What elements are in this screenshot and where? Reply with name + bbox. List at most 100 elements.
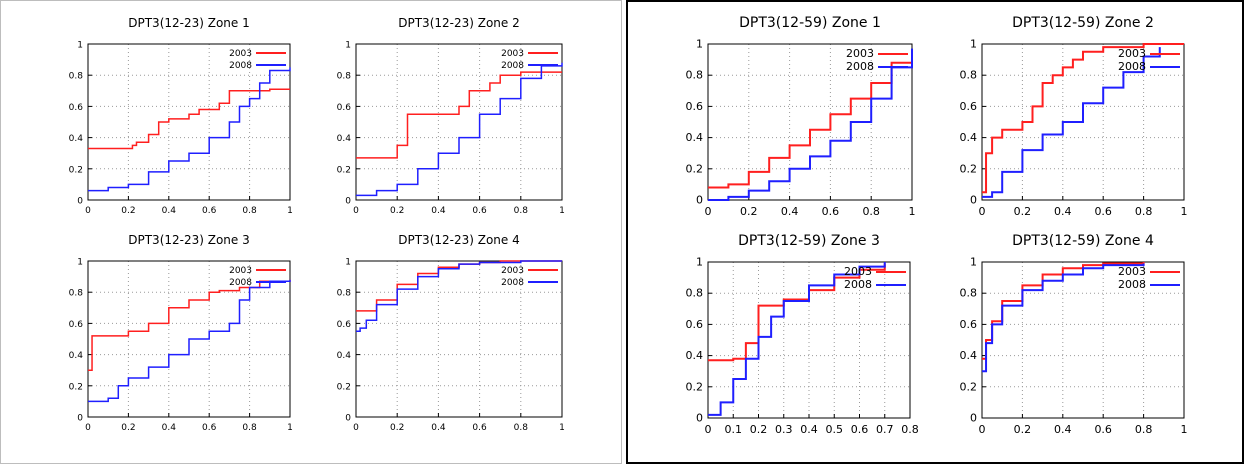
y-tick-label: 0 <box>345 197 351 207</box>
y-tick-label: 0.2 <box>337 165 351 175</box>
chart-title: DPT3(12-23) Zone 1 <box>128 16 250 30</box>
series-2003-line <box>708 56 913 189</box>
legend-label-2008: 2008 <box>501 61 524 71</box>
x-tick-label: 0.8 <box>1135 205 1153 218</box>
legend-label-2003: 2003 <box>1118 265 1146 278</box>
series-2003-line <box>88 279 291 371</box>
x-tick-label: 0.2 <box>1014 205 1032 218</box>
x-tick-label: 0.8 <box>862 205 880 218</box>
series-2008-line <box>708 262 886 416</box>
x-tick-label: 0 <box>353 423 359 433</box>
x-tick-label: 1 <box>559 423 565 433</box>
legend-label-2003: 2003 <box>844 265 872 278</box>
x-tick-label: 0 <box>705 205 712 218</box>
legend-label-2008: 2008 <box>501 278 524 288</box>
x-tick-label: 0.8 <box>514 423 529 433</box>
x-tick-label: 0.2 <box>121 206 135 216</box>
plot-frame <box>355 260 563 418</box>
y-tick-label: 0.6 <box>686 100 704 113</box>
y-tick-label: 0.8 <box>69 289 84 299</box>
x-tick-label: 0.8 <box>242 206 257 216</box>
x-tick-label: 0.6 <box>472 423 487 433</box>
x-tick-label: 0.6 <box>851 423 869 436</box>
x-tick-label: 0 <box>705 423 712 436</box>
x-tick-label: 0.2 <box>1014 423 1032 436</box>
y-tick-label: 0.6 <box>337 320 352 330</box>
y-tick-label: 0.6 <box>686 318 704 331</box>
y-tick-label: 0.8 <box>337 289 352 299</box>
plot-frame <box>707 43 913 201</box>
chart-title: DPT3(12-59) Zone 3 <box>738 233 880 249</box>
y-tick-label: 0.6 <box>960 100 978 113</box>
chart-title: DPT3(12-59) Zone 1 <box>739 15 881 31</box>
x-tick-label: 0.6 <box>202 423 217 433</box>
y-tick-label: 0.4 <box>686 349 704 362</box>
x-tick-label: 0.8 <box>242 423 257 433</box>
y-tick-label: 1 <box>696 38 703 51</box>
x-tick-label: 0.2 <box>390 206 404 216</box>
y-tick-label: 0 <box>696 194 703 207</box>
legend-label-2003: 2003 <box>846 47 874 60</box>
x-tick-label: 0 <box>979 423 986 436</box>
y-tick-label: 0.2 <box>337 382 351 392</box>
chart-7: 0 0.1 0.2 0.3 0.4 0.5 0.6 0.7 0.8 0 0.2 0.4 0.6 0.8 1 2… <box>686 233 919 436</box>
plot-frame <box>87 43 291 201</box>
y-tick-label: 0.8 <box>686 69 704 82</box>
legend-label-2003: 2003 <box>1118 47 1146 60</box>
x-tick-label: 0 <box>353 206 359 216</box>
plot-frame <box>981 261 1185 419</box>
x-tick-label: 0.4 <box>431 206 446 216</box>
x-tick-label: 0.4 <box>800 423 818 436</box>
chart-4: 0 0.2 0.4 0.6 0.8 1 0 0.2 0.4 0.6 0.8 1 2003 2008 DPT3… <box>337 233 565 433</box>
y-tick-label: 0.6 <box>960 318 978 331</box>
x-tick-label: 0 <box>979 205 986 218</box>
y-tick-label: 1 <box>970 256 977 269</box>
x-tick-label: 0.8 <box>1135 423 1153 436</box>
x-tick-label: 0.4 <box>162 206 177 216</box>
left-figure-panel <box>0 0 622 464</box>
x-tick-label: 0.2 <box>740 205 758 218</box>
x-tick-label: 0.4 <box>431 423 446 433</box>
x-tick-label: 1 <box>287 423 293 433</box>
y-tick-label: 0.2 <box>69 382 83 392</box>
y-tick-label: 0.8 <box>337 72 352 82</box>
legend-label-2003: 2003 <box>501 49 524 59</box>
x-tick-label: 1 <box>909 205 916 218</box>
series-2003-line <box>356 71 562 159</box>
y-tick-label: 0.4 <box>960 131 978 144</box>
x-tick-label: 0.6 <box>1094 205 1112 218</box>
series-2008-line <box>88 67 291 192</box>
x-tick-label: 0.2 <box>121 423 135 433</box>
series-2008-line <box>708 48 913 201</box>
chart-title: DPT3(12-23) Zone 2 <box>398 16 520 30</box>
x-tick-label: 0.7 <box>876 423 894 436</box>
y-tick-label: 1 <box>970 38 977 51</box>
series-2008-line <box>982 47 1161 198</box>
y-tick-label: 0 <box>696 412 703 425</box>
legend-label-2003: 2003 <box>229 49 252 59</box>
x-tick-label: 0.4 <box>1054 205 1072 218</box>
chart-title: DPT3(12-23) Zone 3 <box>128 233 250 247</box>
x-tick-label: 1 <box>1181 205 1188 218</box>
y-tick-label: 0.8 <box>69 72 84 82</box>
x-tick-label: 0.4 <box>781 205 799 218</box>
series-2003-line <box>88 88 290 150</box>
x-tick-label: 0.2 <box>750 423 768 436</box>
y-tick-label: 0.4 <box>337 351 352 361</box>
legend-label-2008: 2008 <box>229 278 252 288</box>
x-tick-label: 1 <box>1181 423 1188 436</box>
legend-label-2003: 2003 <box>229 266 252 276</box>
chart-title: DPT3(12-23) Zone 4 <box>398 233 520 247</box>
y-tick-label: 0.2 <box>686 162 704 175</box>
y-tick-label: 0.6 <box>69 103 84 113</box>
legend-label-2003: 2003 <box>501 266 524 276</box>
legend-label-2008: 2008 <box>844 278 872 291</box>
y-tick-label: 0 <box>77 197 83 207</box>
y-tick-label: 0.6 <box>337 103 352 113</box>
series-2008-line <box>982 263 1145 373</box>
y-tick-label: 0.2 <box>960 380 978 393</box>
